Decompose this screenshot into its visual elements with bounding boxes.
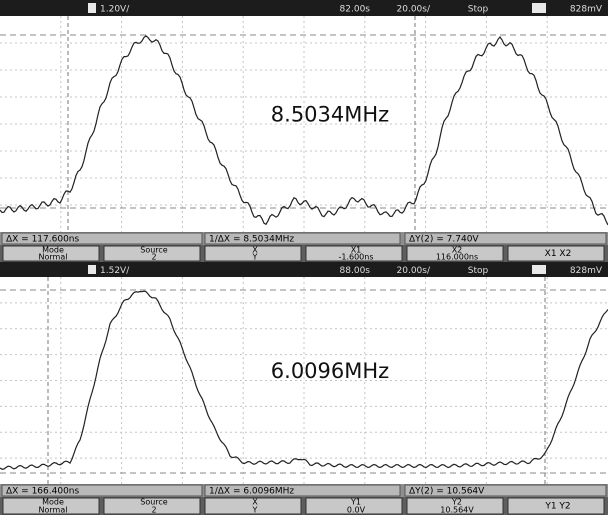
status-text: ΔX = 166.400ns <box>6 487 80 497</box>
status-text: ΔY(2) = 7.740V <box>409 235 479 245</box>
top-bar-state: Stop <box>468 266 489 276</box>
softkey-label: X <box>252 498 258 507</box>
softkey-value: -1.600ns <box>338 253 373 262</box>
softkey-label: Mode <box>42 246 64 255</box>
softkey[interactable] <box>103 245 201 262</box>
frequency-annotation: 6.0096MHz <box>271 359 389 383</box>
trigger-badge <box>532 3 546 13</box>
status-box <box>1 484 203 497</box>
softkey-label: Source <box>140 246 168 255</box>
top-bar-trigger: 828mV <box>570 5 603 15</box>
frequency-annotation: 8.5034MHz <box>271 102 389 126</box>
softkey[interactable] <box>204 497 302 515</box>
softkey-label: Mode <box>42 498 64 507</box>
softkey-label: Source <box>140 498 168 507</box>
softkey[interactable] <box>204 245 302 262</box>
top-bar-trigger: 828mV <box>570 266 603 276</box>
softkey-value: Y <box>252 506 258 515</box>
softkey-value: Y <box>252 253 258 262</box>
softkey-label: Y1 <box>350 498 361 507</box>
softkey-value: Normal <box>39 506 68 515</box>
softkey-label: X2 <box>452 246 463 255</box>
softkey[interactable] <box>406 497 504 515</box>
top-bar <box>0 0 608 16</box>
softkey-label: X <box>252 246 258 255</box>
trigger-badge <box>532 265 546 274</box>
status-text: ΔY(2) = 10.564V <box>409 487 485 497</box>
top-bar-timebase: 20.00s/ <box>397 5 431 15</box>
softkey[interactable] <box>305 497 403 515</box>
softkey[interactable] <box>406 245 504 262</box>
waveform <box>0 290 608 470</box>
softkey[interactable] <box>103 497 201 515</box>
status-box <box>1 232 203 245</box>
softkey-value: 10.564V <box>440 506 474 515</box>
status-box <box>204 232 401 245</box>
softkey-label: Y2 <box>451 498 462 507</box>
top-bar-timebase: 20.00s/ <box>397 266 431 276</box>
softkey-value: 0.0V <box>347 506 366 515</box>
softkey[interactable] <box>507 245 605 262</box>
softkey-value: Normal <box>39 253 68 262</box>
channel-badge <box>88 3 96 13</box>
top-bar-delay: 88.00s <box>340 266 371 276</box>
softkey-value: 116.000ns <box>436 253 478 262</box>
channel-badge <box>88 265 96 274</box>
status-box <box>404 484 607 497</box>
top-bar <box>0 262 608 277</box>
status-text: 1/ΔX = 8.5034MHz <box>209 235 294 245</box>
softkey[interactable] <box>2 245 100 262</box>
softkey-label: Y1 Y2 <box>544 502 570 512</box>
top-bar-state: Stop <box>468 5 489 15</box>
top-bar-scale: 1.20V/ <box>100 5 130 15</box>
status-text: ΔX = 117.600ns <box>6 235 80 245</box>
softkey-label: X1 <box>351 246 362 255</box>
softkey-label: X1 X2 <box>545 249 572 259</box>
top-bar-delay: 82.00s <box>340 5 371 15</box>
waveform <box>0 35 608 226</box>
top-bar-scale: 1.52V/ <box>100 266 130 276</box>
status-text: 1/ΔX = 6.0096MHz <box>209 487 294 497</box>
softkey[interactable] <box>507 497 605 515</box>
softkey[interactable] <box>305 245 403 262</box>
softkey[interactable] <box>2 497 100 515</box>
status-box <box>404 232 607 245</box>
softkey-value: 2 <box>151 253 156 262</box>
softkey-value: 2 <box>151 506 156 515</box>
status-box <box>204 484 401 497</box>
